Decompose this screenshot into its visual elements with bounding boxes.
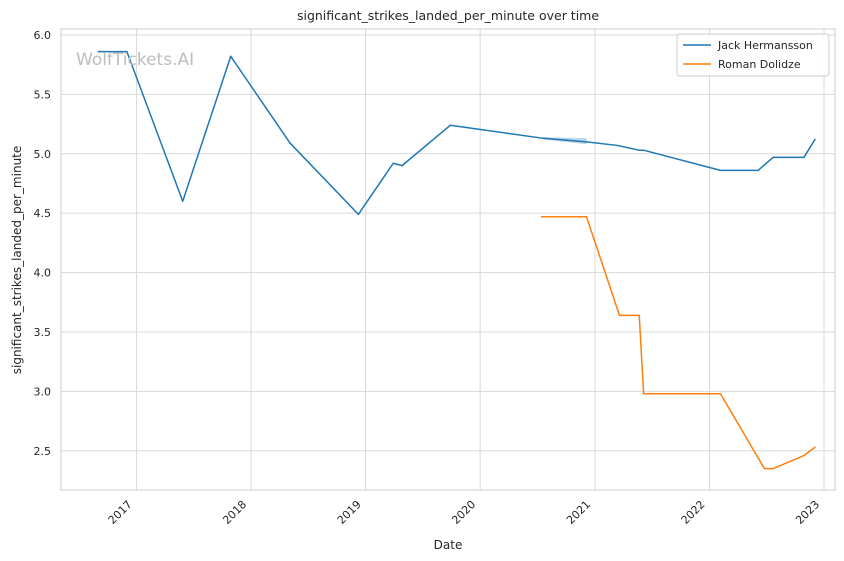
data-point-jack-hermansson xyxy=(719,169,722,172)
data-point-roman-dolidze xyxy=(585,215,588,218)
data-point-jack-hermansson xyxy=(449,124,452,126)
chart-title: significant_strikes_landed_per_minute ov… xyxy=(297,8,599,23)
data-point-roman-dolidze xyxy=(618,314,621,317)
x-tick-label: 2020 xyxy=(449,498,478,527)
x-tick-label: 2022 xyxy=(679,498,708,527)
x-tick-label: 2023 xyxy=(793,498,822,527)
x-tick-label: 2018 xyxy=(220,498,249,527)
data-point-jack-hermansson xyxy=(126,50,128,53)
watermark: WolfTickets.AI xyxy=(76,50,194,70)
data-point-roman-dolidze xyxy=(814,446,816,448)
x-tick-label: 2019 xyxy=(335,498,364,527)
data-point-jack-hermansson xyxy=(772,156,774,159)
data-point-jack-hermansson xyxy=(392,162,395,165)
y-tick-label: 2.5 xyxy=(34,445,52,458)
grid-layer xyxy=(61,29,835,490)
y-tick-label: 5.5 xyxy=(34,88,52,101)
data-point-jack-hermansson xyxy=(638,149,640,151)
y-tick-label: 6.0 xyxy=(34,29,52,42)
data-point-roman-dolidze xyxy=(803,454,805,457)
data-point-jack-hermansson xyxy=(585,141,588,143)
y-axis-label: significant_strikes_landed_per_minute xyxy=(10,146,24,375)
x-axis-label: Date xyxy=(434,538,463,552)
data-point-jack-hermansson xyxy=(616,144,619,147)
data-point-roman-dolidze xyxy=(763,467,766,470)
data-point-jack-hermansson xyxy=(642,149,645,151)
legend: Jack Hermansson Roman Dolidze xyxy=(676,33,830,77)
data-point-roman-dolidze xyxy=(540,215,543,218)
y-tick-label: 3.5 xyxy=(34,326,52,339)
x-tick-label: 2021 xyxy=(564,498,593,527)
legend-frame xyxy=(676,33,830,77)
data-point-roman-dolidze xyxy=(638,314,640,317)
data-point-jack-hermansson xyxy=(229,55,232,58)
data-point-roman-dolidze xyxy=(642,393,645,395)
y-tick-label: 4.0 xyxy=(34,267,52,280)
data-point-jack-hermansson xyxy=(181,200,184,203)
data-point-roman-dolidze xyxy=(719,393,722,395)
data-point-jack-hermansson xyxy=(757,169,759,172)
y-tick-label: 3.0 xyxy=(34,385,52,398)
y-tick-label: 5.0 xyxy=(34,148,52,161)
legend-label-jack-hermansson: Jack Hermansson xyxy=(717,39,813,52)
data-point-jack-hermansson xyxy=(97,50,100,53)
plot-area xyxy=(61,29,835,490)
data-point-jack-hermansson xyxy=(542,137,544,140)
series-layer xyxy=(97,50,816,470)
plot-frame xyxy=(60,28,836,491)
data-point-jack-hermansson xyxy=(814,138,816,141)
data-point-roman-dolidze xyxy=(772,467,774,470)
y-tick-label: 4.5 xyxy=(34,207,52,220)
data-point-jack-hermansson xyxy=(401,164,403,167)
data-point-jack-hermansson xyxy=(289,142,291,144)
series-line-roman-dolidze xyxy=(540,215,816,470)
data-point-jack-hermansson xyxy=(803,156,805,159)
x-tick-label: 2017 xyxy=(106,498,135,527)
legend-label-roman-dolidze: Roman Dolidze xyxy=(718,58,801,71)
data-point-jack-hermansson xyxy=(357,213,360,216)
